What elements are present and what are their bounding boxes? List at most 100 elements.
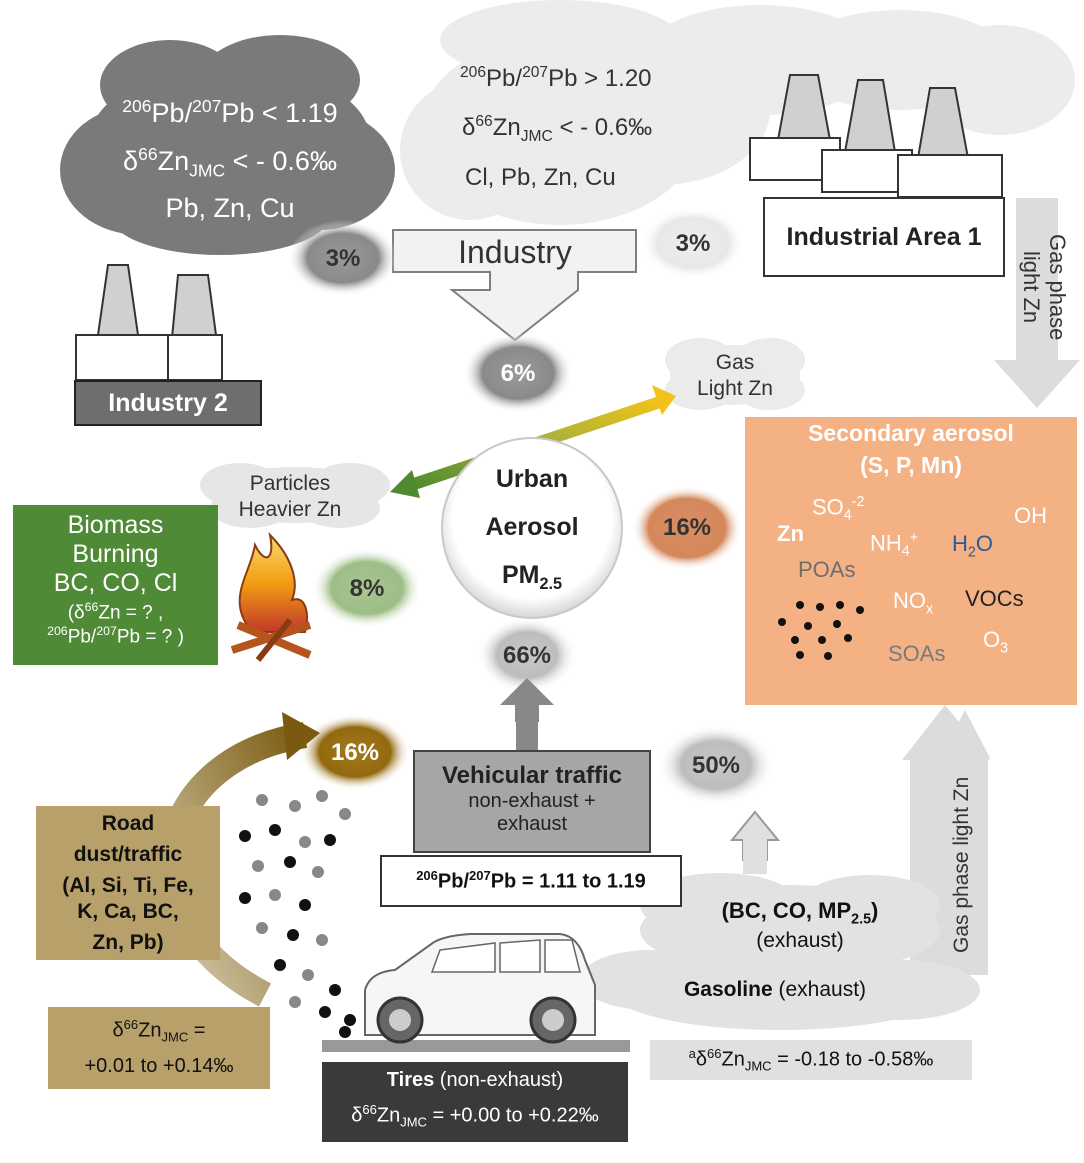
zn-suffix: = -0.18 to -0.58‰: [771, 1048, 934, 1071]
zn-label: Zn: [777, 521, 804, 546]
pct-exhaust: 50%: [691, 752, 741, 779]
biomass-pb-line: 206Pb/207Pb = ? ): [13, 624, 218, 648]
industry1-factories: [749, 74, 1003, 198]
sup-a: a: [688, 1046, 696, 1062]
nox-label: NOx: [893, 588, 933, 617]
zn-sup: 66: [84, 600, 99, 614]
zn-suffix: = +0.00 to +0.22‰: [426, 1104, 599, 1127]
pb-suffix: Pb < 1.19: [221, 98, 338, 128]
biomass-line2: Burning: [72, 540, 159, 568]
h2o-label: H2O: [952, 531, 993, 560]
pm-sub: 2.5: [539, 575, 563, 593]
pb-mid: Pb/: [67, 626, 97, 648]
pct-industry-total: 6%: [500, 360, 536, 387]
pct-industry1: 3%: [675, 230, 711, 257]
delta: δ: [351, 1104, 363, 1127]
nh4-sup: +: [909, 530, 919, 546]
pct-industry2: 3%: [325, 245, 361, 272]
vehicular-pb-text: 206Pb/207Pb = 1.11 to 1.19: [416, 868, 646, 894]
pb-mid: Pb/: [151, 98, 193, 128]
zn-main: Zn: [138, 1019, 162, 1042]
gasoline-title: Gasoline: [683, 978, 773, 1001]
gas-phase-top-arrow: [994, 198, 1080, 408]
zn-sub: JMC: [520, 127, 553, 145]
biomass-burning-box: Biomass Burning BC, CO, Cl (δ66Zn = ? , …: [13, 505, 218, 665]
pb-suffix: Pb = 1.11 to 1.19: [490, 870, 646, 893]
delta: δ: [123, 146, 139, 176]
nh4-sub: 4: [901, 543, 910, 560]
oh-label: OH: [1014, 503, 1047, 528]
nox-sub: x: [926, 601, 934, 618]
vehicular-pb-box: 206Pb/207Pb = 1.11 to 1.19: [380, 855, 682, 907]
industry2-elements: Pb, Zn, Cu: [165, 193, 295, 223]
urban-aerosol-label: Urban Aerosol PM2.5: [462, 455, 602, 608]
gas-phase-line2: light Zn: [1019, 250, 1044, 324]
zn-sup: 66: [707, 1046, 722, 1062]
zn-sup: 66: [362, 1102, 377, 1117]
zn-sub: JMC: [400, 1114, 427, 1130]
road-line4: K, Ca, BC,: [77, 900, 179, 923]
pb-sup2: 207: [192, 96, 222, 116]
pct-secondary: 16%: [662, 514, 712, 541]
exhaust-line2: (exhaust): [756, 929, 844, 952]
secondary-aerosol-title: Secondary aerosol: [808, 420, 1014, 446]
zn-main: Zn: [721, 1048, 745, 1071]
gas-cloud-line2: Light Zn: [697, 377, 773, 400]
road-dust-box-extra: K, Ca, BC, Zn, Pb): [36, 896, 220, 958]
zn-sup: 66: [475, 113, 493, 130]
pb-suffix: Pb > 1.20: [548, 65, 652, 92]
vehicular-traffic-box: Vehicular traffic non-exhaust + exhaust: [413, 750, 651, 853]
zn-suffix: Zn = ? ,: [98, 602, 164, 624]
exhaust-line1: (BC, CO, MP2.5): [680, 898, 920, 927]
pb-sup2: 207: [522, 64, 549, 81]
industry-arrow-label: Industry: [458, 234, 572, 270]
car-illustration: [364, 933, 596, 1044]
biomass-line3: BC, CO, Cl: [53, 569, 178, 597]
zn-sup: 66: [138, 144, 158, 164]
particles-line1: Particles: [249, 472, 331, 495]
h2o-text: H: [952, 531, 968, 556]
delta: δ: [112, 1019, 124, 1042]
tires-title-line: Tires (non-exhaust): [322, 1069, 628, 1092]
particles-cloud-label: Particles Heavier Zn: [220, 471, 360, 523]
zn-sub: JMC: [744, 1058, 772, 1074]
industry2-factory: [75, 264, 224, 381]
zn-main: Zn: [492, 114, 521, 141]
particles-cloud-shape: [200, 463, 390, 528]
particles-line2: Heavier Zn: [238, 498, 342, 521]
aerosol-line: Aerosol: [485, 513, 579, 541]
so4-label: SO4-2: [812, 494, 864, 524]
zn-sub: JMC: [189, 160, 226, 181]
road-zn-line: δ66ZnJMC =: [48, 1017, 270, 1045]
exhaust-suffix: ): [871, 898, 879, 923]
industry-2-label: Industry 2: [108, 388, 228, 417]
so4-sup: -2: [851, 494, 865, 510]
zn-prefix: (δ: [67, 602, 85, 624]
biomass-line1: Biomass: [67, 511, 164, 539]
vehicular-sub2: exhaust: [496, 813, 568, 835]
campfire-illustration: [230, 531, 312, 662]
industry2-cloud-shape: [60, 35, 395, 255]
tires-title-suffix: (non-exhaust): [434, 1069, 564, 1091]
gas-cloud-line1: Gas: [715, 351, 755, 374]
zn-suffix: < - 0.6‰: [225, 146, 337, 176]
delta: δ: [695, 1048, 708, 1071]
exhaust-prefix: (BC, CO, MP: [721, 898, 852, 923]
pb-suffix: Pb = ? ): [116, 626, 184, 648]
pct-biomass: 8%: [349, 575, 385, 602]
tires-box: Tires (non-exhaust) δ66ZnJMC = +0.00 to …: [322, 1062, 628, 1142]
exhaust-sub: 2.5: [851, 911, 872, 928]
gasoline-label: Gasoline (exhaust): [640, 978, 910, 1002]
vehicular-title: Vehicular traffic: [441, 762, 623, 789]
o3-label: O3: [983, 627, 1008, 656]
secondary-aerosol-subtitle: (S, P, Mn): [860, 452, 962, 478]
road-line1: Road: [101, 812, 155, 835]
pb-sup2: 207: [96, 624, 117, 639]
secondary-particles: [778, 601, 864, 660]
so4-text: SO: [812, 494, 844, 520]
pb-sup2: 207: [469, 868, 491, 884]
industry2-pb-ratio: 206Pb/207Pb < 1.19: [110, 96, 350, 129]
industrial-area-1-box: Industrial Area 1: [763, 197, 1005, 277]
zn-sub: JMC: [161, 1029, 189, 1045]
